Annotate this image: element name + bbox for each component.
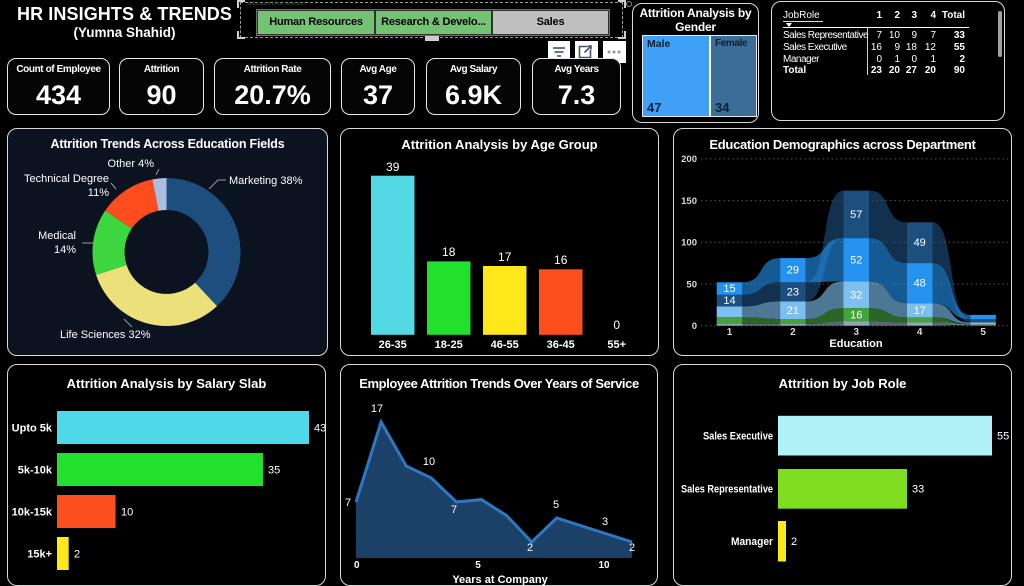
- svg-text:3: 3: [854, 327, 860, 338]
- svg-text:2: 2: [629, 542, 635, 554]
- svg-text:50: 50: [686, 279, 697, 290]
- svg-text:3: 3: [602, 516, 608, 528]
- svg-text:39: 39: [386, 160, 400, 174]
- svg-text:17: 17: [371, 403, 383, 415]
- svg-text:26-35: 26-35: [379, 339, 407, 351]
- svg-text:10: 10: [423, 456, 435, 468]
- svg-text:2: 2: [790, 327, 796, 338]
- svg-text:Marketing 38%: Marketing 38%: [229, 175, 303, 187]
- svg-text:52: 52: [850, 254, 862, 266]
- svg-text:21: 21: [787, 305, 799, 317]
- svg-text:10k-15k: 10k-15k: [12, 507, 53, 519]
- svg-text:7: 7: [345, 497, 351, 509]
- svg-text:48: 48: [914, 278, 926, 290]
- svg-text:17: 17: [914, 305, 926, 317]
- svg-text:5k-10k: 5k-10k: [18, 465, 53, 477]
- svg-text:29: 29: [787, 265, 799, 277]
- svg-text:33: 33: [912, 484, 924, 496]
- svg-text:16: 16: [850, 309, 862, 321]
- svg-text:15: 15: [723, 283, 735, 295]
- svg-text:5: 5: [475, 560, 481, 571]
- svg-text:57: 57: [850, 209, 862, 221]
- svg-text:15k+: 15k+: [27, 549, 52, 561]
- svg-text:Medical: Medical: [38, 230, 76, 242]
- svg-text:100: 100: [681, 238, 697, 249]
- svg-text:Education: Education: [829, 338, 882, 350]
- svg-text:2: 2: [527, 542, 533, 554]
- svg-text:2: 2: [791, 536, 797, 548]
- svg-text:Sales Representative: Sales Representative: [681, 484, 773, 496]
- svg-text:Upto 5k: Upto 5k: [12, 423, 53, 435]
- svg-text:1: 1: [727, 327, 733, 338]
- svg-text:46-55: 46-55: [491, 339, 519, 351]
- svg-text:0: 0: [613, 318, 620, 332]
- svg-text:14: 14: [723, 295, 735, 307]
- svg-text:55: 55: [997, 431, 1009, 443]
- svg-text:32: 32: [850, 289, 862, 301]
- svg-text:2: 2: [74, 549, 80, 561]
- svg-text:10: 10: [121, 507, 133, 519]
- svg-text:49: 49: [914, 237, 926, 249]
- svg-text:4: 4: [917, 327, 923, 338]
- svg-text:150: 150: [681, 196, 697, 207]
- svg-text:0: 0: [354, 560, 360, 571]
- svg-text:11%: 11%: [88, 187, 109, 199]
- svg-text:18-25: 18-25: [435, 339, 463, 351]
- svg-text:14%: 14%: [54, 244, 76, 256]
- svg-text:55+: 55+: [607, 339, 626, 351]
- svg-text:Manager: Manager: [731, 536, 774, 548]
- svg-text:16: 16: [554, 253, 568, 267]
- svg-text:200: 200: [681, 154, 697, 165]
- svg-text:Other 4%: Other 4%: [108, 158, 155, 170]
- svg-text:10: 10: [598, 560, 610, 571]
- svg-text:5: 5: [553, 499, 559, 511]
- svg-text:17: 17: [498, 250, 512, 264]
- svg-text:35: 35: [268, 465, 280, 477]
- svg-text:43: 43: [314, 423, 326, 435]
- svg-text:Technical Degree: Technical Degree: [24, 173, 109, 185]
- svg-text:Years at Company: Years at Company: [452, 574, 548, 586]
- svg-text:36-45: 36-45: [547, 339, 575, 351]
- svg-text:5: 5: [980, 327, 986, 338]
- svg-text:0: 0: [692, 321, 697, 332]
- svg-text:Life Sciences 32%: Life Sciences 32%: [60, 329, 151, 341]
- svg-text:18: 18: [442, 245, 456, 259]
- svg-text:Sales Executive: Sales Executive: [703, 431, 773, 443]
- svg-text:7: 7: [451, 504, 457, 516]
- svg-text:23: 23: [787, 286, 799, 298]
